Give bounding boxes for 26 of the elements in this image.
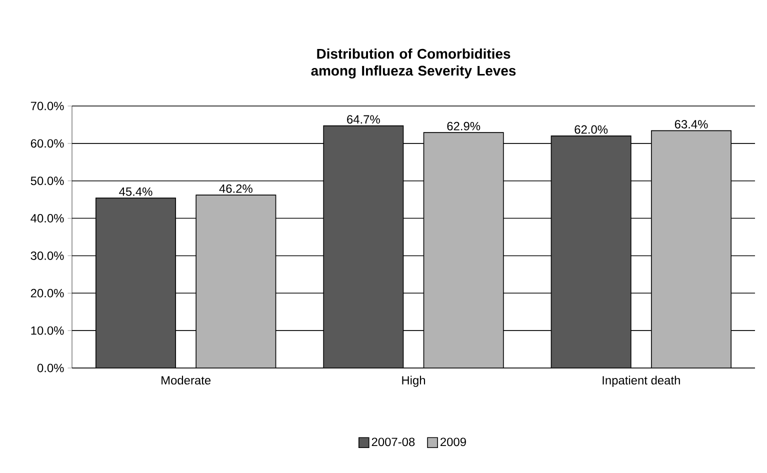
bar [550,136,632,368]
bar [323,125,404,368]
bar [651,130,732,368]
data-label: 62.0% [574,125,608,134]
data-label: 46.2% [219,184,252,193]
data-label: 62.9% [447,122,480,130]
x-tick-label: High [402,376,426,387]
y-tick-label: 20.0% [30,288,64,298]
x-tick-label: Inpatient death [602,376,680,387]
y-tick-label: 70.0% [30,102,64,110]
data-label: 63.4% [674,120,708,128]
bar [96,198,176,368]
data-label: 45.4% [119,187,152,196]
y-tick-label: 40.0% [30,214,64,223]
legend-label: 2007-08 [372,438,415,446]
chart-title: Distribution of Comorbidities among Influeza Severity Leves [311,48,516,78]
bar [196,194,276,368]
y-tick-label: 50.0% [30,176,64,186]
y-tick-label: 10.0% [31,326,64,335]
x-tick-label: Moderate [162,376,211,385]
y-tick-label: 30.0% [30,251,64,260]
bar [423,132,504,368]
data-label: 64.7% [347,115,380,124]
legend-label: 2009 [440,438,466,446]
y-tick-label: 60.0% [30,139,64,148]
y-tick-label: 0.0% [37,364,64,372]
